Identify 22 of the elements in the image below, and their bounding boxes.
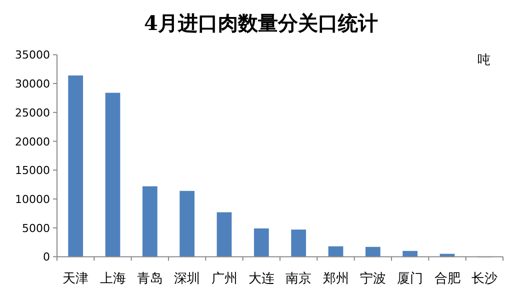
chart-title: 4月进口肉数量分关口统计 (144, 11, 378, 35)
x-tick-label: 上海 (100, 272, 126, 287)
x-tick-label: 合肥 (434, 272, 460, 287)
x-tick-label: 天津 (62, 272, 89, 287)
x-tick-label: 长沙 (471, 272, 498, 287)
y-tick-label: 5000 (22, 222, 50, 235)
x-tick-label: 广州 (211, 272, 238, 287)
y-tick-label: 10000 (15, 192, 50, 206)
x-tick-label: 深圳 (174, 272, 200, 287)
x-tick-label: 郑州 (322, 272, 349, 287)
y-tick-label: 0 (43, 250, 50, 264)
y-tick-label: 20000 (15, 135, 50, 148)
x-tick-label: 厦门 (397, 270, 424, 287)
x-tick-label: 青岛 (136, 272, 163, 287)
y-tick-label: 25000 (15, 106, 50, 120)
x-tick-label: 南京 (286, 272, 312, 287)
x-tick-label: 大连 (248, 272, 274, 287)
y-tick-label: 30000 (15, 78, 50, 91)
x-tick-label: 宁波 (360, 270, 386, 287)
y-tick-label: 35000 (15, 48, 50, 62)
y-tick-label: 15000 (15, 164, 50, 178)
annotation: 吨 (478, 53, 490, 68)
